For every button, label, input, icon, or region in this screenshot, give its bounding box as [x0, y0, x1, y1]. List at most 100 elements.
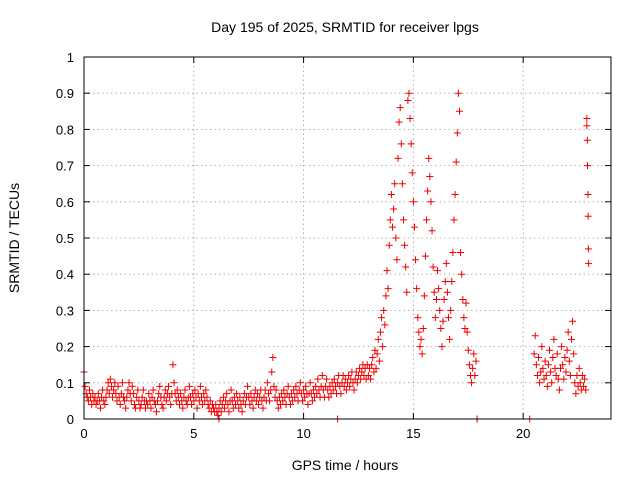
data-point — [427, 198, 435, 206]
data-point — [390, 205, 398, 213]
data-point — [233, 390, 241, 398]
data-point — [457, 248, 465, 256]
data-point — [158, 401, 166, 409]
data-point — [415, 328, 423, 336]
data-point — [409, 198, 417, 206]
data-point — [325, 393, 333, 401]
data-point — [139, 386, 147, 394]
data-point — [151, 401, 159, 409]
data-point — [279, 397, 287, 405]
data-point — [583, 115, 591, 123]
data-point — [263, 379, 271, 387]
data-point — [472, 357, 480, 365]
data-point — [403, 288, 411, 296]
data-point — [182, 397, 190, 405]
data-point — [418, 350, 426, 358]
data-point — [412, 256, 420, 264]
data-point — [417, 335, 425, 343]
data-point — [266, 397, 274, 405]
data-point — [96, 404, 104, 412]
data-point — [394, 154, 402, 162]
data-point — [179, 404, 187, 412]
grid-lines — [84, 57, 611, 419]
data-point — [128, 382, 136, 390]
data-point — [370, 368, 378, 376]
data-point — [264, 390, 272, 398]
data-point — [539, 364, 547, 372]
data-point — [421, 252, 429, 260]
data-point — [203, 393, 211, 401]
data-point — [389, 223, 397, 231]
data-point — [269, 353, 277, 361]
data-point — [469, 364, 477, 372]
x-tick-label: 20 — [516, 426, 530, 441]
data-point — [165, 382, 173, 390]
data-point — [373, 350, 381, 358]
data-point — [385, 241, 393, 249]
data-point — [249, 404, 257, 412]
data-point — [129, 390, 137, 398]
data-point — [122, 404, 130, 412]
data-point — [154, 397, 162, 405]
data-point — [253, 390, 261, 398]
data-point — [544, 361, 552, 369]
data-point — [423, 216, 431, 224]
data-point — [118, 379, 126, 387]
data-point — [386, 216, 394, 224]
y-tick-label: 0.8 — [56, 122, 74, 137]
data-point — [238, 408, 246, 416]
data-point — [212, 401, 220, 409]
data-point — [378, 314, 386, 322]
y-tick-label: 0 — [67, 412, 74, 427]
data-point — [564, 328, 572, 336]
data-point — [270, 382, 278, 390]
data-point — [121, 397, 129, 405]
data-point — [123, 393, 131, 401]
data-point — [274, 404, 282, 412]
data-point — [318, 372, 326, 380]
data-point — [367, 375, 375, 383]
data-point — [407, 140, 415, 148]
y-tick-label: 0.9 — [56, 86, 74, 101]
data-point — [124, 386, 132, 394]
data-point — [449, 248, 457, 256]
data-point — [161, 386, 169, 394]
data-point — [102, 393, 110, 401]
data-point — [430, 288, 438, 296]
data-point — [419, 325, 427, 332]
data-point — [94, 390, 102, 398]
data-point — [170, 379, 178, 387]
data-point — [437, 325, 445, 332]
y-axis-label: SRMTID / TECUs — [6, 183, 22, 293]
data-point — [431, 314, 439, 322]
y-tick-label: 0.5 — [56, 231, 74, 246]
data-point — [185, 382, 193, 390]
data-point — [111, 379, 119, 387]
data-point — [110, 386, 118, 394]
data-point — [424, 187, 432, 195]
data-point — [460, 314, 468, 322]
data-point — [364, 372, 372, 380]
data-point — [559, 361, 567, 369]
data-point — [426, 172, 434, 180]
data-point — [425, 154, 433, 162]
data-point — [173, 386, 181, 394]
data-point — [583, 136, 591, 144]
data-point — [383, 267, 391, 275]
data-point — [448, 277, 456, 285]
data-point — [196, 382, 204, 390]
data-point — [284, 382, 292, 390]
data-point — [330, 375, 338, 383]
data-point — [562, 368, 570, 376]
data-point — [101, 401, 109, 409]
data-point — [358, 368, 366, 376]
data-point — [166, 393, 174, 401]
data-point — [91, 393, 99, 401]
data-point — [345, 372, 353, 380]
data-point — [384, 285, 392, 293]
data-point — [531, 332, 539, 340]
data-point — [167, 401, 175, 409]
data-point — [565, 357, 573, 365]
data-point — [298, 397, 306, 405]
y-tick-label: 1 — [67, 50, 74, 65]
